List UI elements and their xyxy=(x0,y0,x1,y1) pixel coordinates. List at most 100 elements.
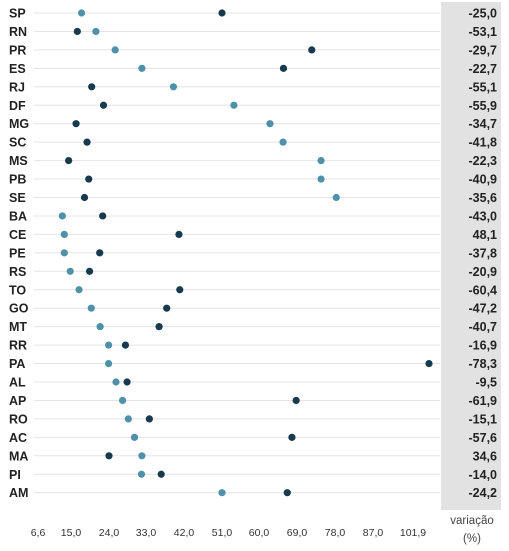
state-label: PA xyxy=(9,357,25,371)
dark-dot xyxy=(157,470,165,478)
light-dot xyxy=(96,323,104,331)
light-dot xyxy=(112,378,120,386)
variation-value: -24,2 xyxy=(469,486,498,500)
light-dot xyxy=(230,101,238,109)
dark-dot xyxy=(163,304,171,312)
light-dot xyxy=(92,27,100,36)
variation-value: -22,7 xyxy=(469,62,498,76)
light-dot xyxy=(266,120,274,128)
state-label: RN xyxy=(9,25,27,39)
variation-value: -22,3 xyxy=(469,154,498,168)
state-label: AP xyxy=(9,394,26,408)
variation-value: -9,5 xyxy=(475,376,497,390)
state-label: DF xyxy=(9,99,26,113)
state-label: AL xyxy=(9,376,26,390)
state-label: SE xyxy=(9,191,26,205)
dark-dot xyxy=(80,193,89,202)
state-label: MS xyxy=(9,154,28,168)
state-label: RO xyxy=(9,412,28,426)
variation-value: -35,6 xyxy=(469,191,498,205)
dark-dot xyxy=(279,64,288,72)
state-label: RR xyxy=(9,339,27,353)
variation-value: -47,2 xyxy=(469,302,498,316)
x-axis-tick-labels: 6,6 15,0 24,0 33,0 42,0 51,0 60,0 69,0 78,0 87,0 1… xyxy=(31,527,427,539)
variation-value: -34,7 xyxy=(469,117,498,131)
variation-value: -37,8 xyxy=(469,246,498,260)
light-dot xyxy=(58,212,66,220)
variation-value: -55,1 xyxy=(469,80,498,94)
x-unit-label-2: (%) xyxy=(463,533,481,545)
light-dot xyxy=(87,304,95,312)
light-dot xyxy=(317,175,325,183)
state-label: MG xyxy=(9,117,29,131)
variation-value: -16,9 xyxy=(469,339,498,353)
variation-value: -61,9 xyxy=(469,394,498,408)
x-tick-label: 78,0 xyxy=(325,527,346,539)
variation-value: -57,6 xyxy=(469,431,498,445)
variation-panel xyxy=(441,2,501,510)
light-dot xyxy=(138,64,146,72)
variation-value: -15,1 xyxy=(469,412,498,426)
dark-dot xyxy=(72,120,80,128)
x-tick-label: 87,0 xyxy=(363,527,384,539)
state-label: TO xyxy=(9,283,26,297)
state-label: AC xyxy=(9,431,27,445)
dark-dot xyxy=(121,341,130,349)
dark-dot xyxy=(123,378,131,386)
x-tick-label: 33,0 xyxy=(136,527,157,539)
state-label: GO xyxy=(9,302,29,316)
state-labels: SP RN PR ES RJ DF MG SC MS PB SE BA CE PE RS TO GO MT RR PA… xyxy=(9,7,29,501)
light-dot xyxy=(60,249,68,257)
light-dot xyxy=(118,396,127,405)
light-dot xyxy=(77,9,86,17)
x-tick-label: 15,0 xyxy=(61,527,82,539)
dark-dot xyxy=(99,212,107,220)
gridlines xyxy=(34,12,440,494)
variation-value: -29,7 xyxy=(469,43,498,57)
state-label: PE xyxy=(9,246,26,260)
light-dot xyxy=(138,452,146,460)
dark-dot xyxy=(283,489,291,497)
light-dot xyxy=(60,230,68,238)
dark-dot xyxy=(83,138,91,146)
dark-dot xyxy=(99,101,108,109)
dark-dot xyxy=(425,359,433,368)
variation-value: 34,6 xyxy=(473,449,497,463)
light-dot xyxy=(111,46,119,54)
variation-value: -40,7 xyxy=(469,320,498,334)
dark-dot xyxy=(73,27,81,36)
dark-dot xyxy=(175,230,183,238)
state-label: RS xyxy=(9,265,26,279)
light-dot xyxy=(104,341,113,349)
variation-value: -60,4 xyxy=(469,283,498,297)
state-label: MA xyxy=(9,449,28,463)
variation-value: -40,9 xyxy=(469,173,498,187)
variation-value: -14,0 xyxy=(469,468,498,482)
x-tick-label: 42,0 xyxy=(174,527,195,539)
light-dot xyxy=(169,83,178,91)
x-tick-label: 6,6 xyxy=(31,527,46,539)
dark-dot xyxy=(105,452,113,460)
variation-value: 48,1 xyxy=(473,228,497,242)
variation-value: -20,9 xyxy=(469,265,498,279)
light-dot xyxy=(279,138,287,146)
dark-dot xyxy=(218,9,226,17)
dark-dot xyxy=(176,286,184,294)
variation-value: -41,8 xyxy=(469,136,498,150)
dark-dot xyxy=(85,175,93,183)
x-tick-label: 51,0 xyxy=(212,527,233,539)
light-dot xyxy=(332,193,340,202)
variation-labels: -25,0 -53,1 -29,7 -22,7 -55,1 -55,9 -34,7 -41,8… xyxy=(469,7,498,501)
dark-dot xyxy=(308,46,316,54)
light-dot xyxy=(317,157,325,165)
dark-dot xyxy=(85,267,94,275)
light-dot xyxy=(218,489,226,497)
state-label: PR xyxy=(9,43,26,57)
light-dot xyxy=(137,470,146,478)
dark-dot xyxy=(88,83,96,91)
dark-dot xyxy=(292,396,300,405)
x-tick-label: 101,9 xyxy=(400,527,426,539)
light-dot xyxy=(124,415,132,423)
x-tick-label: 69,0 xyxy=(287,527,308,539)
